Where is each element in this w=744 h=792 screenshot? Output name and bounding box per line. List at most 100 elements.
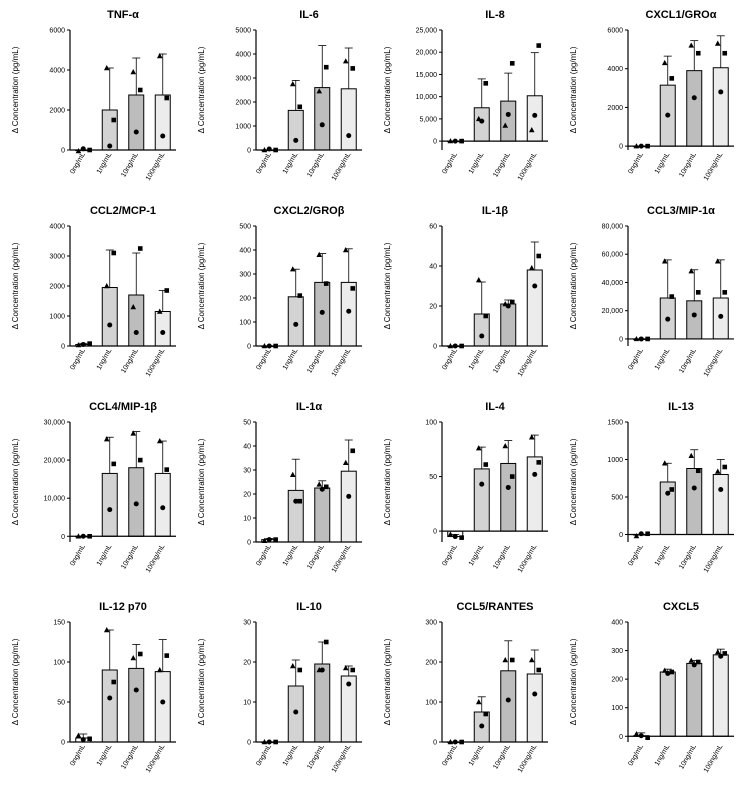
data-point-triangle <box>316 481 323 487</box>
chart-title: CCL5/RANTES <box>456 601 533 613</box>
data-point-circle <box>479 333 485 339</box>
data-point-circle <box>346 681 352 687</box>
x-tick-label: 1ng/mL <box>282 543 300 567</box>
data-point-circle <box>479 723 485 729</box>
bar-1 <box>473 313 490 347</box>
bar-1 <box>287 296 304 347</box>
data-point-circle <box>80 737 86 743</box>
data-point-circle <box>160 699 166 705</box>
bar-2 <box>686 70 703 147</box>
data-point-circle <box>532 471 538 477</box>
y-tick-label: 20,000 <box>602 308 624 315</box>
chart-title: IL-1β <box>482 205 509 217</box>
chart-title: CXCL5 <box>663 601 699 613</box>
y-tick-label: 60,000 <box>602 252 624 259</box>
data-point-circle <box>638 531 644 537</box>
data-point-circle <box>665 670 671 676</box>
data-point-circle <box>479 118 485 124</box>
chart-panel: IL-13 Δ Concentration (pg/mL) 0 500 1000 1500… <box>558 392 744 590</box>
chart-svg: CXCL1/GROα Δ Concentration (pg/mL) 0 2000 40… <box>569 9 734 182</box>
y-tick-label: 4000 <box>49 224 65 231</box>
x-tick-label: 10ng/mL <box>306 743 326 770</box>
x-tick-label: 0ng/mL <box>255 743 273 767</box>
y-tick-label: 1000 <box>235 124 251 131</box>
bar-2 <box>314 487 331 543</box>
x-tick-label: 10ng/mL <box>306 347 326 374</box>
data-point-circle <box>505 697 511 703</box>
y-tick-label: 200 <box>239 296 251 303</box>
chart-svg: CCL2/MCP-1 Δ Concentration (pg/mL) 0 1000 20… <box>11 205 176 378</box>
data-point-circle <box>133 330 139 335</box>
data-point-square <box>350 667 356 673</box>
data-point-circle <box>505 484 511 490</box>
y-tick-label: 0 <box>61 740 65 747</box>
data-point-circle <box>293 709 299 715</box>
x-tick-label: 100ng/mL <box>145 151 167 182</box>
data-point-circle <box>718 313 724 319</box>
bar-3 <box>154 671 171 743</box>
data-point-square <box>164 467 170 472</box>
x-tick-label: 10ng/mL <box>492 151 512 178</box>
bar-2 <box>500 100 517 142</box>
chart-svg: CXCL2/GROβ Δ Concentration (pg/mL) 0 100 200… <box>197 205 362 378</box>
bar-3 <box>526 456 543 532</box>
data-point-triangle <box>156 667 163 673</box>
data-point-circle <box>346 493 352 499</box>
y-tick-label: 100 <box>239 320 251 327</box>
data-point-square <box>536 460 542 465</box>
data-point-triangle <box>342 58 349 64</box>
data-point-triangle <box>502 443 509 449</box>
bar-2 <box>686 468 703 535</box>
y-tick-label: 0 <box>433 529 437 536</box>
y-tick-label: 1000 <box>49 314 65 321</box>
y-tick-label: 0 <box>247 344 251 351</box>
y-axis-label: Δ Concentration (pg/mL) <box>383 46 392 133</box>
chart-title: IL-10 <box>296 601 322 613</box>
data-point-square <box>111 117 117 123</box>
data-point-triangle <box>633 533 640 539</box>
chart-title: CXCL1/GROα <box>646 9 717 21</box>
y-tick-label: 40 <box>429 264 437 271</box>
data-point-triangle <box>316 251 323 257</box>
y-axis-label: Δ Concentration (pg/mL) <box>569 638 578 725</box>
y-tick-label: 10 <box>243 700 251 707</box>
x-tick-label: 10ng/mL <box>678 347 698 374</box>
y-tick-label: 5,000 <box>419 116 437 123</box>
data-point-circle <box>532 691 538 697</box>
x-tick-label: 100ng/mL <box>703 347 725 378</box>
chart-title: IL-8 <box>485 9 505 21</box>
data-point-circle <box>718 653 724 659</box>
data-point-square <box>350 66 356 71</box>
y-tick-label: 20 <box>429 304 437 311</box>
data-point-square <box>669 487 675 492</box>
data-point-square <box>323 484 329 490</box>
x-tick-label: 10ng/mL <box>678 151 698 178</box>
data-point-circle <box>319 667 325 673</box>
y-tick-label: 400 <box>611 620 623 627</box>
y-tick-label: 2000 <box>607 105 623 112</box>
chart-panel: IL-1α Δ Concentration (pg/mL) 0 10 20 30 40 50 0… <box>186 392 372 590</box>
data-point-triangle <box>688 452 695 458</box>
y-tick-label: 0 <box>61 534 65 541</box>
data-point-circle <box>266 146 272 152</box>
data-point-square <box>509 474 515 479</box>
y-axis-label: Δ Concentration (pg/mL) <box>11 46 20 133</box>
data-point-triangle <box>316 88 323 94</box>
data-point-triangle <box>661 59 668 66</box>
bar-3 <box>340 281 357 347</box>
y-axis-label: Δ Concentration (pg/mL) <box>569 242 578 329</box>
data-point-square <box>483 81 489 86</box>
x-tick-label: 100ng/mL <box>145 743 167 774</box>
chart-panel: CXCL2/GROβ Δ Concentration (pg/mL) 0 100 200… <box>186 196 372 394</box>
x-tick-label: 0ng/mL <box>627 151 645 175</box>
y-tick-label: 30,000 <box>44 420 66 427</box>
y-tick-label: 200 <box>425 660 437 667</box>
x-tick-label: 100ng/mL <box>517 151 539 182</box>
bar-3 <box>526 269 543 347</box>
data-point-square <box>350 286 356 291</box>
data-point-circle <box>479 481 485 487</box>
data-point-square <box>722 290 728 295</box>
y-axis-label: Δ Concentration (pg/mL) <box>11 438 20 525</box>
data-point-circle <box>691 95 697 101</box>
data-point-triangle <box>130 430 137 436</box>
